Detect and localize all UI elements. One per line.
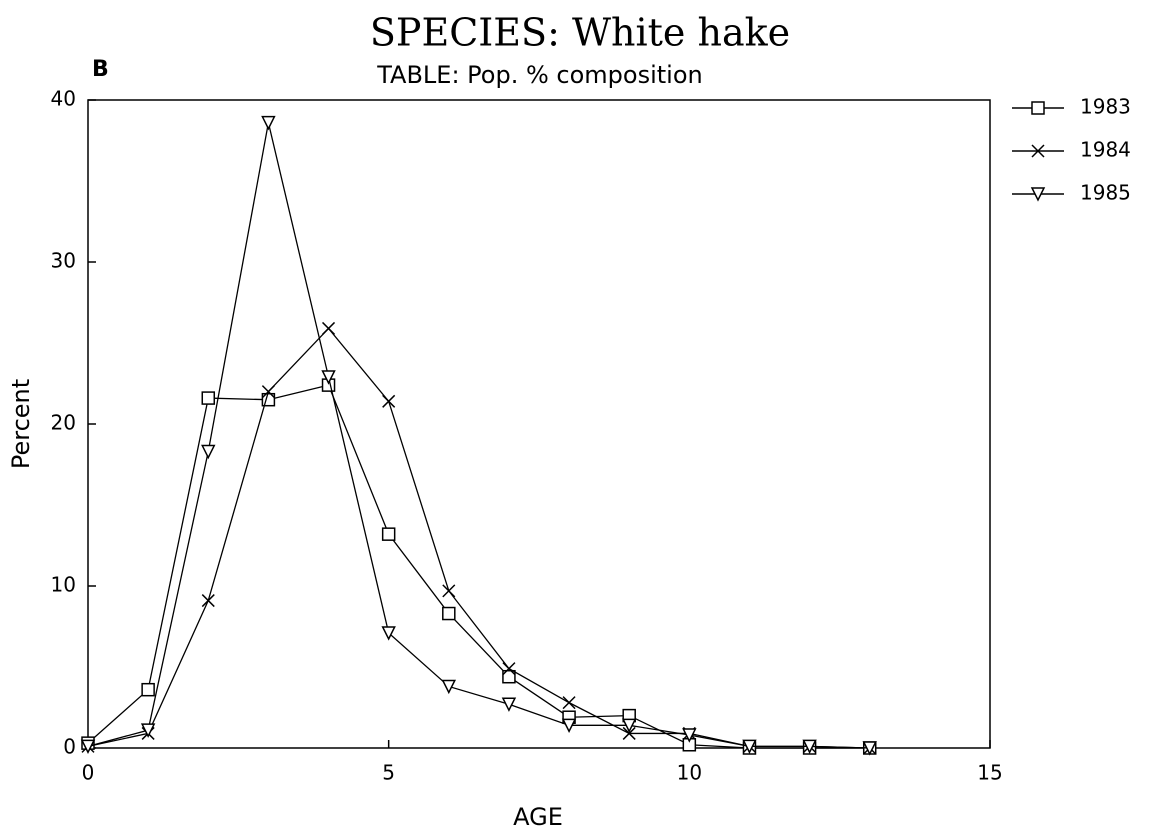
- marker-square: [141, 682, 155, 697]
- marker-triangle: [561, 718, 577, 733]
- legend-label: 1985: [1080, 181, 1131, 205]
- panel-label: B: [92, 57, 109, 82]
- marker-x: [442, 584, 456, 598]
- marker-triangle: [140, 723, 156, 738]
- marker-triangle: [201, 444, 216, 460]
- marker-x: [382, 394, 396, 408]
- marker-triangle: [441, 679, 457, 695]
- series-line: [87, 122, 870, 749]
- y-tick-label: 30: [51, 249, 76, 273]
- marker-x: [622, 726, 636, 740]
- marker-square: [381, 527, 396, 541]
- y-tick-label: 10: [51, 573, 76, 597]
- marker-x: [322, 321, 336, 335]
- plot-frame: [87, 99, 991, 749]
- marker-triangle: [742, 739, 757, 755]
- y-tick-label: 20: [51, 411, 76, 435]
- marker-triangle: [321, 370, 336, 385]
- x-axis-label: AGE: [513, 803, 563, 831]
- marker-square: [442, 606, 456, 621]
- chart-title: SPECIES: White hake: [370, 11, 790, 55]
- marker-x: [562, 696, 576, 710]
- marker-x: [261, 385, 275, 399]
- marker-triangle: [682, 728, 697, 743]
- marker-triangle: [862, 741, 877, 756]
- x-tick-label: 5: [382, 761, 395, 785]
- marker-triangle: [80, 739, 96, 755]
- series-line: [87, 384, 870, 749]
- marker-triangle: [381, 626, 396, 641]
- marker-triangle: [501, 697, 517, 712]
- legend-marker: [1030, 187, 1046, 202]
- marker-square: [502, 669, 516, 684]
- legend-marker: [1031, 144, 1045, 158]
- chart-subtitle: TABLE: Pop. % composition: [376, 61, 702, 89]
- marker-triangle: [261, 115, 276, 131]
- y-axis-label: Percent: [7, 379, 35, 469]
- legend-marker: [1031, 101, 1045, 115]
- y-tick-label: 40: [51, 87, 76, 111]
- marker-triangle: [802, 739, 817, 755]
- x-tick-label: 10: [677, 761, 702, 785]
- marker-x: [201, 594, 215, 608]
- legend-label: 1983: [1080, 95, 1131, 119]
- x-tick-label: 0: [82, 761, 95, 785]
- y-tick-label: 0: [63, 735, 76, 759]
- marker-triangle: [621, 718, 637, 733]
- x-tick-label: 15: [977, 761, 1002, 785]
- marker-square: [201, 391, 216, 405]
- marker-x: [502, 662, 516, 676]
- legend-label: 1984: [1080, 138, 1131, 162]
